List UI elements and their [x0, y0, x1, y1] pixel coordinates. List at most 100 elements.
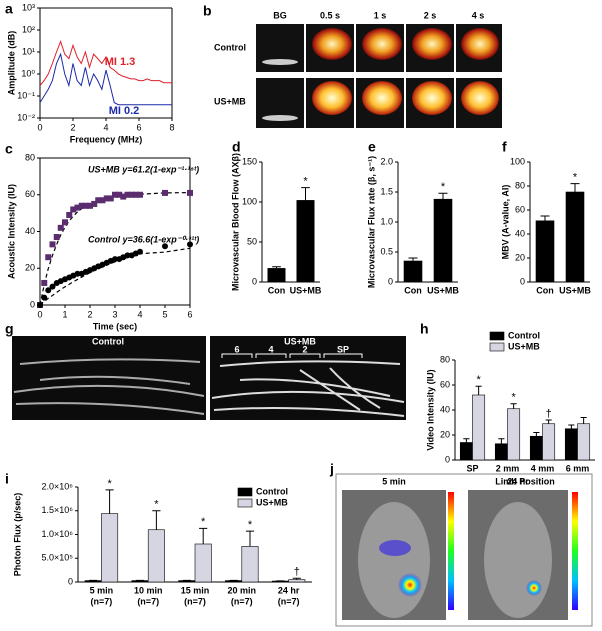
line-series [39, 52, 172, 106]
x-tick-label: Con [536, 285, 554, 295]
x-tick-label: US+MB [427, 285, 459, 295]
y-tick-label: 1.5 [380, 186, 393, 196]
image-detail [461, 81, 499, 115]
y-tick-label: 0 [30, 299, 35, 309]
error-bar [199, 527, 208, 544]
bar [565, 191, 585, 283]
panel-label: g [5, 321, 14, 337]
point [45, 254, 52, 261]
y-axis-label: Photon Flux (p/sec) [12, 493, 22, 577]
point [137, 248, 143, 255]
y-tick-label: 0 [252, 276, 257, 286]
x-axis-label: Time (sec) [93, 321, 137, 331]
point [45, 287, 52, 294]
fit-label: Control y=36.6(1-exp⁻⁰·³¹ᵗ) [88, 234, 199, 244]
x-tick-label: 15 min [181, 585, 210, 595]
segment-label: 2 [302, 344, 307, 354]
x-tick-label: 4 [103, 122, 108, 132]
annotation: * [201, 516, 206, 528]
image-detail [412, 28, 452, 60]
error-bar [570, 183, 580, 192]
x-tick-label: 5 min [90, 585, 114, 595]
y-tick-label: 5.0×10⁵ [41, 553, 73, 563]
point [124, 252, 131, 259]
error-bar [272, 266, 281, 269]
error-bar [498, 438, 505, 444]
y-tick-label: 1.0×10⁶ [42, 529, 74, 539]
error-bar [408, 257, 418, 261]
annotation: * [107, 478, 112, 490]
column-label: 1 s [374, 10, 387, 20]
y-tick-label: 20 [440, 429, 450, 439]
y-tick-label: 1.5×10⁶ [42, 505, 74, 515]
point [103, 195, 110, 202]
x-tick-label: 4 mm [531, 463, 555, 473]
bar [577, 423, 591, 461]
point [116, 191, 123, 198]
annotation: * [248, 519, 253, 531]
annotation: * [154, 499, 159, 511]
y-axis-label: Microvascular Flux rate (β, s⁻¹) [366, 156, 376, 288]
legend-swatch [489, 331, 505, 341]
point [41, 279, 48, 286]
legend-swatch [237, 487, 253, 497]
y-tick-label: 0 [520, 276, 525, 286]
point [74, 204, 81, 211]
segment-label: 4 [268, 344, 273, 354]
point [87, 202, 93, 209]
y-tick-label: 60 [515, 204, 525, 214]
fit-label: US+MB y=61.2(1-exp⁻¹·¹⁸ᵗ) [88, 164, 199, 174]
error-bar [152, 510, 161, 530]
y-tick-label: 10⁻¹ [17, 90, 35, 100]
x-tick-label: 24 hr [278, 585, 300, 595]
annotation: * [511, 392, 516, 404]
y-tick-label: 40 [25, 226, 35, 236]
point [70, 206, 77, 213]
point [124, 191, 131, 198]
panel-label: i [5, 471, 9, 487]
row-label: US+MB [214, 96, 246, 106]
error-bar [105, 489, 114, 514]
y-tick-label: 40 [440, 404, 450, 414]
bar [507, 408, 521, 461]
point [187, 189, 193, 196]
image-detail [379, 540, 411, 556]
x-tick-label: 4 [137, 309, 142, 319]
segment-label: SP [337, 344, 349, 354]
annotation: * [573, 172, 578, 184]
point [120, 193, 127, 200]
y-tick-label: 0 [68, 576, 73, 586]
x-tick-label: Con [268, 285, 286, 295]
error-bar [510, 403, 517, 409]
x-tick-label: US+MB [290, 285, 322, 295]
bar [529, 435, 543, 461]
column-label: 0.5 s [320, 10, 340, 20]
image-detail [484, 502, 552, 618]
point [53, 234, 60, 241]
y-axis-label: Amplitude (dB) [6, 31, 16, 96]
x-tick-label: 10 min [134, 585, 163, 595]
point [37, 302, 43, 308]
image [210, 336, 406, 420]
point [162, 243, 168, 250]
x-tick-note: (n=7) [91, 596, 113, 606]
bar [542, 423, 556, 461]
bar [147, 529, 165, 583]
point [62, 219, 68, 226]
bar [403, 260, 423, 283]
x-tick-label: 0 [37, 309, 42, 319]
error-bar [540, 215, 550, 221]
column-label: 2 s [424, 10, 437, 20]
point [132, 191, 139, 198]
legend-label: Control [256, 486, 288, 496]
point [78, 202, 85, 209]
y-tick-label: 0 [388, 276, 393, 286]
x-axis-label: Limb Position [495, 476, 555, 486]
x-tick-label: 2 mm [496, 463, 520, 473]
bar [494, 443, 508, 461]
legend-label: Control [508, 330, 540, 340]
error-bar [568, 424, 575, 429]
y-tick-label: 80 [25, 152, 35, 162]
y-tick-label: 60 [440, 379, 450, 389]
